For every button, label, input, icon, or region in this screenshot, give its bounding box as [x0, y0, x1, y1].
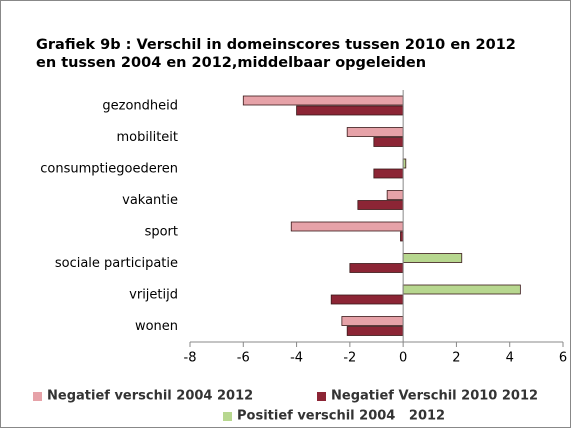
y-tick-label: vakantie [122, 193, 178, 208]
bar [341, 316, 404, 326]
y-tick-label: mobiliteit [116, 130, 178, 145]
x-tick-label: -4 [290, 351, 303, 366]
x-tick-label: 4 [506, 351, 514, 366]
y-tick-label: consumptiegoederen [40, 162, 178, 177]
legend-label: Positief verschil 2004 2012 [237, 409, 445, 424]
x-tick-label: 2 [452, 351, 460, 366]
bar [373, 137, 404, 147]
legend-marker [317, 392, 326, 401]
x-tick-label: -6 [237, 351, 250, 366]
bar [373, 168, 404, 179]
bar [296, 105, 404, 116]
x-tick-label: 0 [399, 351, 407, 366]
bar [330, 294, 404, 305]
bar [357, 200, 404, 210]
bar [346, 326, 404, 336]
y-tick-label: gezondheid [102, 99, 178, 114]
chart-title: en tussen 2004 en 2012,middelbaar opgele… [36, 55, 426, 71]
x-tick-label: -2 [343, 351, 356, 366]
y-tick-label: vrijetijd [129, 288, 178, 303]
bar [346, 127, 404, 137]
legend-label: Negatief Verschil 2010 2012 [331, 389, 538, 404]
bar [242, 95, 404, 106]
y-tick-label: wonen [135, 319, 178, 334]
bar [402, 253, 463, 263]
bar [386, 190, 404, 200]
y-tick-label: sport [145, 225, 178, 240]
legend-label: Negatief verschil 2004 2012 [47, 389, 253, 404]
x-tick-label: 6 [559, 351, 567, 366]
y-tick-label: sociale participatie [55, 256, 178, 271]
bar [349, 263, 404, 273]
legend-marker [33, 392, 42, 401]
bar [402, 284, 521, 295]
chart-title: Grafiek 9b : Verschil in domeinscores tu… [36, 37, 516, 53]
legend-marker [223, 412, 232, 421]
x-tick-label: -8 [184, 351, 197, 366]
bar [290, 221, 404, 232]
